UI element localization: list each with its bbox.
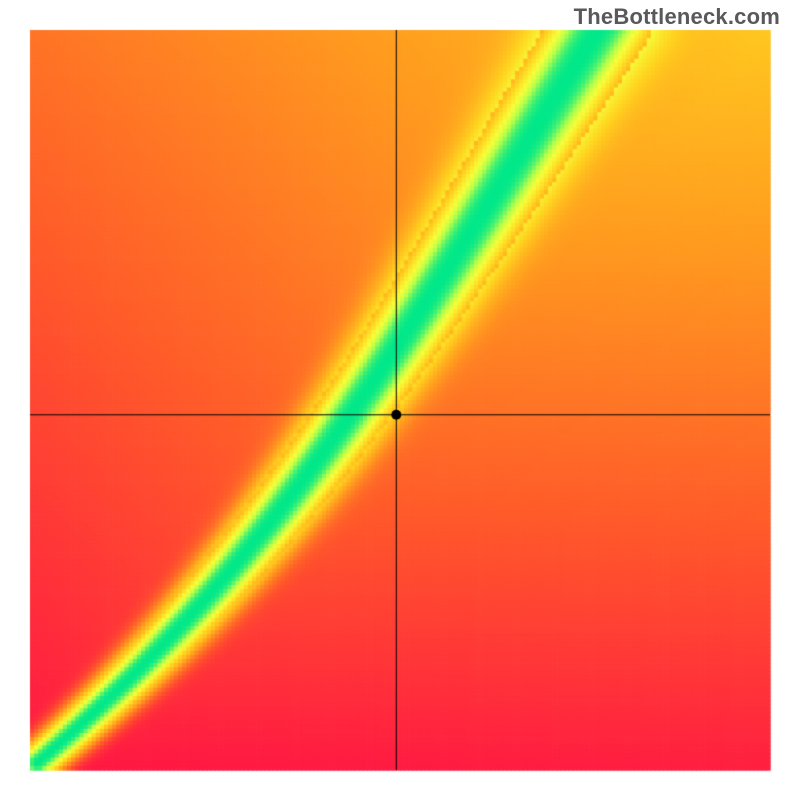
watermark-text: TheBottleneck.com bbox=[574, 4, 780, 30]
heatmap-canvas bbox=[0, 0, 800, 800]
chart-container: TheBottleneck.com bbox=[0, 0, 800, 800]
